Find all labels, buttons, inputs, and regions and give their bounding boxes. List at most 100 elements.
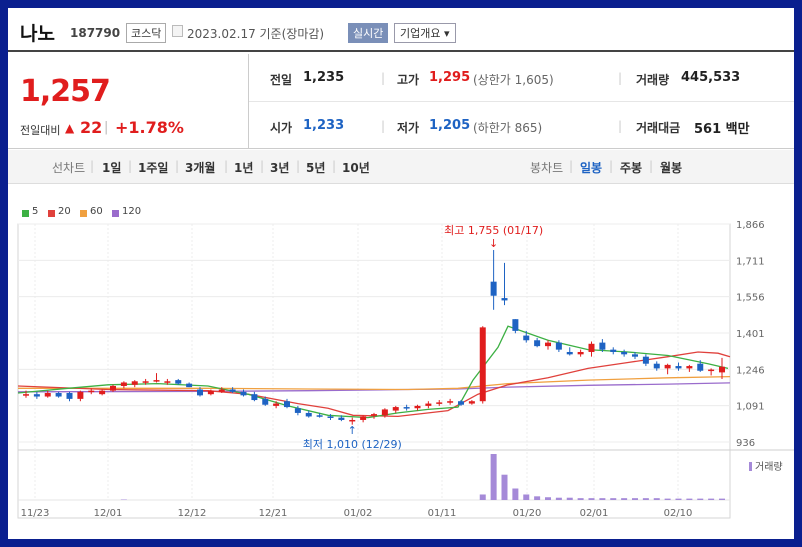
header: 나노 187790 코스닥 2023.02.17 기준(장마감) 실시간 기업개… [8, 8, 794, 52]
candle-body [447, 401, 454, 403]
candle-body [534, 340, 541, 347]
separator: | [381, 119, 386, 133]
lower-limit: (하한가 865) [473, 121, 543, 135]
volume-bar [566, 497, 573, 500]
candle-body [316, 415, 323, 417]
volume-bar [545, 497, 551, 500]
candle-body [294, 408, 301, 413]
volume-bar [555, 497, 562, 500]
candle-body [566, 351, 573, 355]
summary-row-divider [249, 101, 794, 102]
period-3y[interactable]: 3년 [270, 161, 290, 175]
y-tick-label: 1,866 [736, 220, 765, 231]
change-separator: | [104, 120, 109, 135]
up-arrow-icon: ▲ [65, 121, 75, 135]
separator: | [224, 159, 229, 173]
change-value: 22 [80, 118, 103, 137]
open-value: 1,233 [303, 118, 345, 133]
volume-bar [523, 494, 530, 500]
candle-daily[interactable]: 일봉 [580, 161, 603, 175]
candle-body [262, 398, 269, 405]
candle-body [436, 402, 443, 404]
realtime-button[interactable]: 실시간 [348, 23, 389, 43]
candle-body [392, 407, 399, 411]
company-overview-dropdown[interactable]: 기업개요 ▾ [394, 23, 456, 43]
separator: | [296, 159, 301, 173]
current-price: 1,257 [20, 74, 111, 109]
volume-bar [664, 498, 671, 500]
candle-body [653, 363, 660, 369]
x-tick-label: 11/23 [21, 508, 50, 519]
candle-body [381, 409, 388, 416]
volume-bar [588, 498, 595, 500]
volume-bar [599, 498, 606, 500]
candle-body [273, 403, 280, 406]
candle-body [229, 389, 236, 392]
candle-body [719, 366, 725, 373]
candle-body [240, 391, 247, 396]
period-1y[interactable]: 1년 [234, 161, 254, 175]
y-tick-label: 1,091 [736, 402, 765, 413]
volume-bar [512, 488, 519, 500]
volume-bar [534, 496, 541, 500]
period-1d[interactable]: 1일 [102, 161, 122, 175]
candle-body [458, 401, 464, 405]
candle-monthly[interactable]: 월봉 [660, 161, 683, 175]
candle-body [55, 393, 62, 397]
volume-value: 445,533 [681, 70, 741, 85]
stock-widget: 나노 187790 코스닥 2023.02.17 기준(장마감) 실시간 기업개… [8, 8, 794, 539]
candle-body [305, 412, 312, 417]
candle-body [153, 380, 160, 382]
y-tick-label: 936 [736, 438, 755, 449]
volume-bar [697, 498, 704, 500]
candle-body [588, 343, 595, 352]
candle-body [110, 385, 116, 391]
candle-body [44, 393, 51, 397]
candle-body [251, 394, 258, 401]
period-5y[interactable]: 5년 [306, 161, 326, 175]
low-label: 저가 [397, 121, 420, 135]
legend-swatch-ma20 [48, 210, 55, 217]
candle-body [197, 389, 203, 396]
upper-limit: (상한가 1,605) [473, 73, 554, 87]
max-annotation: 최고 1,755 (01/17) [444, 224, 543, 237]
candle-body [523, 335, 530, 341]
x-tick-label: 12/12 [178, 508, 207, 519]
open-label: 시가 [270, 121, 293, 135]
candle-body [142, 381, 149, 383]
volume-bar [708, 498, 715, 500]
candle-weekly[interactable]: 주봉 [620, 161, 643, 175]
candle-body [33, 394, 40, 397]
volume-bar [719, 498, 725, 500]
period-10y[interactable]: 10년 [342, 161, 370, 175]
candle-body [186, 383, 193, 388]
candle-body [284, 401, 290, 408]
ma5-line [17, 325, 729, 419]
candle-body [371, 414, 377, 416]
candle-body [664, 364, 671, 369]
candle-body [414, 405, 421, 409]
candle-body [512, 319, 519, 331]
market-badge: 코스닥 [126, 23, 167, 43]
candle-body [207, 390, 214, 395]
volume-bar [686, 498, 693, 500]
candle-body [697, 363, 704, 371]
candle-body [545, 342, 551, 347]
candle-body [686, 366, 693, 369]
separator: | [618, 71, 623, 85]
separator: | [609, 159, 614, 173]
calendar-icon [172, 25, 183, 37]
period-1w[interactable]: 1주일 [138, 161, 169, 175]
legend-swatch-ma5 [22, 210, 29, 217]
down-arrow-icon: ↓ [489, 237, 498, 250]
period-3m[interactable]: 3개월 [185, 161, 216, 175]
candle-body [99, 390, 106, 395]
separator: | [332, 159, 337, 173]
volume-bar [479, 494, 486, 500]
volume-bar [577, 498, 584, 500]
candle-body [632, 354, 638, 357]
x-tick-label: 12/21 [259, 508, 288, 519]
change-percent: +1.78% [115, 118, 184, 137]
candle-body [599, 342, 606, 350]
y-tick-label: 1,401 [736, 329, 765, 340]
